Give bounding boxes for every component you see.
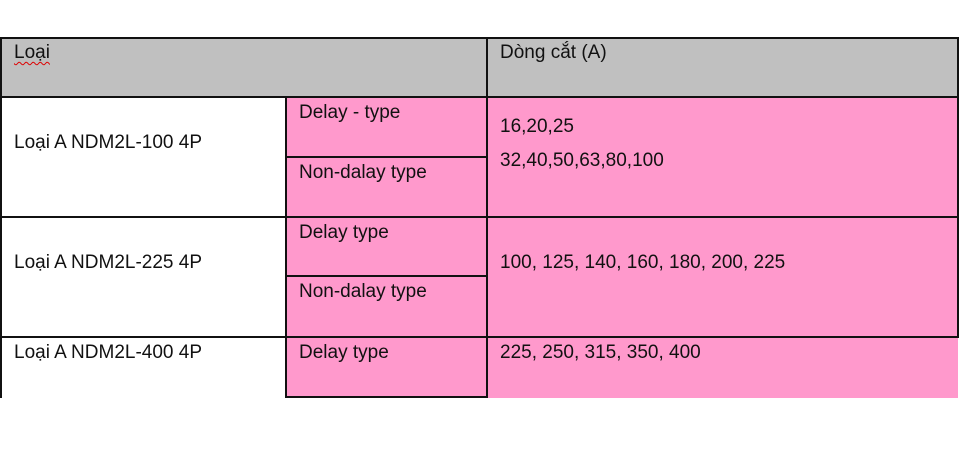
current-cell: 16,20,25: [500, 116, 574, 137]
header-type: Loại: [14, 42, 50, 63]
border: [285, 97, 287, 398]
header-current: Dòng cắt (A): [500, 42, 607, 63]
border: [0, 96, 959, 98]
type-cell: Delay type: [299, 222, 389, 243]
current-column-bg: [487, 97, 958, 398]
type-cell: Non-dalay type: [299, 162, 427, 183]
border: [0, 37, 2, 398]
border: [486, 37, 488, 398]
type-cell: Delay - type: [299, 102, 401, 123]
border: [0, 37, 959, 39]
current-cell: 225, 250, 315, 350, 400: [500, 342, 701, 363]
current-cell: 32,40,50,63,80,100: [500, 150, 664, 171]
border: [0, 336, 959, 338]
border: [957, 37, 959, 337]
model-cell: Loại A NDM2L-100 4P: [14, 132, 203, 153]
type-cell: Non-dalay type: [299, 281, 427, 302]
border: [286, 396, 487, 398]
border: [286, 275, 487, 277]
type-cell: Delay type: [299, 342, 389, 363]
model-cell: Loại A NDM2L-400 4P: [14, 342, 203, 363]
type-column-bg: [286, 97, 487, 398]
model-cell: Loại A NDM2L-225 4P: [14, 252, 203, 273]
border: [286, 156, 487, 158]
current-cell: 100, 125, 140, 160, 180, 200, 225: [500, 252, 786, 273]
border: [0, 216, 959, 218]
header-row: [0, 38, 958, 98]
